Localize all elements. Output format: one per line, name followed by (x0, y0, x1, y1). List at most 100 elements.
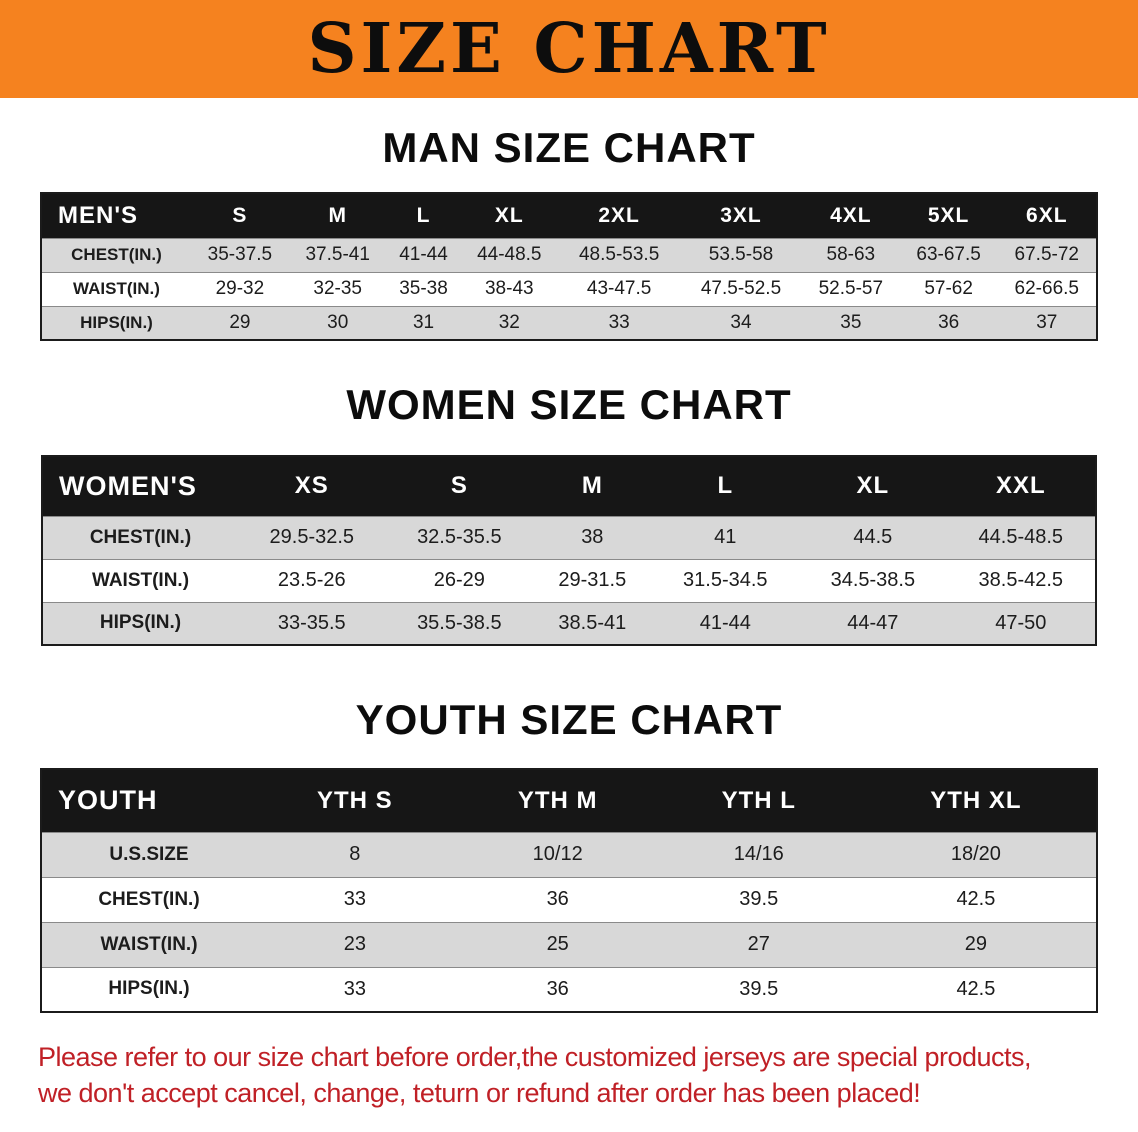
size-value: 38.5-42.5 (978, 569, 1064, 591)
table-row: WAIST(IN.) 29-32 32-35 35-38 38-43 43-47.5 47.… (41, 272, 1097, 306)
size-column-header: 3XL (680, 193, 802, 238)
row-label: HIPS(IN.) (80, 312, 153, 332)
size-column-header: XL (460, 193, 559, 238)
page-title: SIZE CHART (307, 9, 831, 89)
men-section-heading: MAN SIZE CHART (382, 124, 756, 171)
size-value: 33 (343, 977, 366, 1000)
table-row: CHEST(IN.) 29.5-32.5 32.5-35.5 38 41 44.5 44.5… (42, 516, 1096, 559)
youth-size-section: YOUTH SIZE CHART YOUTH YTH S YTH M YTH L YTH… (0, 696, 1138, 1013)
size-value: 29 (229, 311, 251, 333)
size-column-header: S (385, 456, 534, 516)
size-value: 32.5-35.5 (417, 526, 502, 548)
size-column-header: 4XL (801, 193, 900, 238)
size-value: 23.5-26 (277, 569, 346, 591)
size-column-header: YTH XL (855, 769, 1097, 832)
size-value: 67.5-72 (1014, 244, 1079, 265)
size-value: 37.5-41 (305, 244, 370, 265)
size-value: 63-67.5 (916, 244, 981, 265)
youth-size-table: YOUTH YTH S YTH M YTH L YTH XL U.S.SIZE 8 10/12… (40, 768, 1098, 1013)
size-column-header: XXL (946, 456, 1096, 516)
size-value: 44-48.5 (477, 244, 542, 265)
size-column-header: YTH S (256, 769, 454, 832)
size-value: 41-44 (399, 244, 448, 265)
size-column-header: 5XL (899, 193, 998, 238)
size-value: 31 (412, 311, 435, 333)
size-value: 38-43 (484, 278, 534, 299)
size-value: 25 (546, 933, 569, 955)
size-column-header: S (191, 193, 289, 238)
row-label: CHEST(IN.) (89, 526, 192, 548)
men-size-table: MEN'S S M L XL 2XL 3XL 4XL 5XL 6XL CHEST(IN.) 35-37… (40, 192, 1098, 341)
table-header-row: MEN'S S M L XL 2XL 3XL 4XL 5XL 6XL (41, 193, 1097, 238)
banner: SIZE CHART (0, 0, 1138, 98)
size-value: 32-35 (313, 278, 363, 299)
size-value: 36 (546, 888, 569, 910)
size-value: 58-63 (826, 244, 876, 265)
size-value: 44.5 (853, 526, 893, 548)
women-size-table: WOMEN'S XS S M L XL XXL CHEST(IN.) 29.5-32.5 32.5… (41, 455, 1097, 646)
disclaimer-line-1: Please refer to our size chart before or… (38, 1042, 1032, 1072)
size-value: 52.5-57 (818, 278, 884, 299)
table-row: WAIST(IN.) 23 25 27 29 (41, 922, 1097, 967)
size-value: 35.5-38.5 (417, 611, 502, 634)
men-size-section: MAN SIZE CHART MEN'S S M L XL 2XL 3XL 4XL 5XL 6XL… (0, 124, 1138, 341)
row-label: CHEST(IN.) (98, 888, 200, 910)
size-column-header: L (651, 456, 800, 516)
size-column-header: 2XL (558, 193, 681, 238)
size-column-header: M (533, 456, 652, 516)
size-value: 35 (840, 311, 862, 333)
size-value: 36 (546, 977, 569, 1000)
size-value: 47-50 (995, 611, 1047, 634)
size-column-header: YTH L (661, 769, 856, 832)
table-row: HIPS(IN.) 33-35.5 35.5-38.5 38.5-41 41-44 44-… (42, 602, 1096, 645)
size-value: 38.5-41 (558, 611, 627, 634)
size-value: 34.5-38.5 (830, 569, 916, 591)
youth-section-heading: YOUTH SIZE CHART (355, 696, 783, 743)
size-value: 8 (349, 843, 361, 865)
table-row: U.S.SIZE 8 10/12 14/16 18/20 (41, 832, 1097, 877)
size-value: 62-66.5 (1014, 278, 1079, 299)
size-value: 42.5 (956, 977, 996, 1000)
table-title-cell: MEN'S (41, 193, 191, 238)
size-column-header: XL (799, 456, 947, 516)
women-section-heading: WOMEN SIZE CHART (346, 381, 792, 428)
table-row: CHEST(IN.) 35-37.5 37.5-41 41-44 44-48.5 48.5… (41, 238, 1097, 272)
size-value: 33 (608, 311, 630, 333)
size-value: 36 (938, 311, 960, 333)
size-column-header: 6XL (997, 193, 1097, 238)
size-value: 14/16 (733, 843, 784, 865)
size-value: 57-62 (924, 278, 973, 299)
size-value: 43-47.5 (586, 278, 652, 299)
size-value: 35-37.5 (207, 244, 273, 265)
size-value: 41 (714, 526, 737, 548)
size-column-header: XS (238, 456, 386, 516)
table-title-cell: WOMEN'S (42, 456, 238, 516)
size-value: 29-32 (215, 278, 265, 299)
size-value: 41-44 (699, 611, 751, 634)
size-value: 33-35.5 (277, 611, 346, 634)
size-value: 44.5-48.5 (978, 526, 1064, 548)
table-row: HIPS(IN.) 29 30 31 32 33 34 35 36 37 (41, 306, 1097, 340)
size-value: 27 (747, 933, 770, 955)
size-value: 39.5 (739, 888, 779, 910)
row-label: U.S.SIZE (109, 843, 189, 865)
row-label: WAIST(IN.) (100, 933, 198, 955)
table-row: WAIST(IN.) 23.5-26 26-29 29-31.5 31.5-34.5 34… (42, 559, 1096, 602)
row-label: HIPS(IN.) (99, 612, 182, 634)
size-value: 29-31.5 (558, 569, 627, 591)
size-value: 47.5-52.5 (700, 278, 782, 299)
row-label: HIPS(IN.) (108, 978, 190, 1000)
table-title-cell: YOUTH (41, 769, 256, 832)
disclaimer-line-2: we don't accept cancel, change, teturn o… (38, 1078, 921, 1109)
row-label: WAIST(IN.) (91, 569, 190, 591)
size-value: 30 (327, 311, 349, 333)
size-column-header: YTH M (453, 769, 662, 832)
size-value: 42.5 (956, 888, 996, 910)
size-value: 31.5-34.5 (683, 569, 768, 591)
table-row: CHEST(IN.) 33 36 39.5 42.5 (41, 877, 1097, 922)
size-value: 29.5-32.5 (269, 526, 355, 548)
table-header-row: YOUTH YTH S YTH M YTH L YTH XL (41, 769, 1097, 832)
size-value: 34 (730, 311, 752, 333)
women-size-section: WOMEN SIZE CHART WOMEN'S XS S M L XL XXL CHEST(… (0, 381, 1138, 646)
size-value: 10/12 (532, 843, 583, 865)
